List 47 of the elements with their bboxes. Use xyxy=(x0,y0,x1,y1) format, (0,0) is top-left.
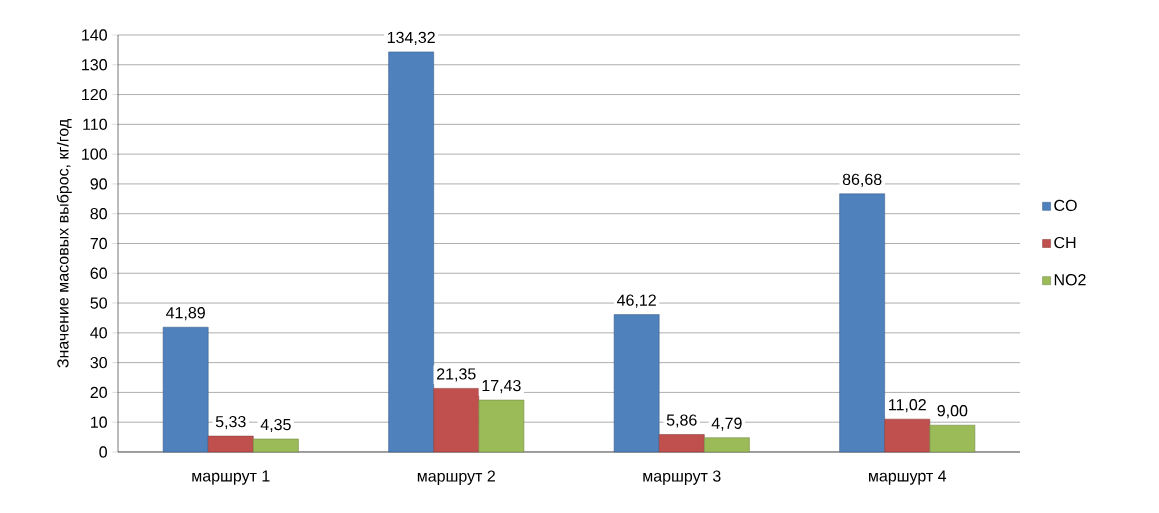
data-label: 9,00 xyxy=(937,405,968,419)
y-tick-label: 20 xyxy=(90,386,107,399)
data-label: 21,35 xyxy=(437,368,476,382)
data-label: 134,32 xyxy=(387,31,435,45)
data-label: 5,86 xyxy=(666,414,697,428)
y-tick-label: 140 xyxy=(82,29,107,41)
x-tick-label: маршрут 1 xyxy=(192,470,270,485)
y-tick-label: 40 xyxy=(90,327,107,339)
y-tick-label: 50 xyxy=(90,297,107,309)
bar xyxy=(433,388,480,453)
legend-label: NO2 xyxy=(1054,274,1086,286)
data-label: 86,68 xyxy=(842,173,882,187)
data-label: 41,89 xyxy=(166,307,205,321)
bar xyxy=(478,399,525,453)
x-tick-label: маршрут 3 xyxy=(643,470,721,485)
bar xyxy=(207,435,254,453)
x-tick-label: маршрут 2 xyxy=(417,470,495,485)
x-tick-label: маршурт 4 xyxy=(869,470,947,485)
bar xyxy=(884,418,931,453)
y-axis-title: Значение масовых выброс, кг/год xyxy=(56,119,72,368)
bar xyxy=(704,437,750,453)
bar xyxy=(658,434,705,453)
bar xyxy=(388,51,434,453)
bar xyxy=(839,193,885,453)
y-tick-label: 0 xyxy=(99,446,107,458)
y-tick-label: 80 xyxy=(90,208,107,220)
y-tick-label: 70 xyxy=(90,237,107,250)
y-tick-label: 110 xyxy=(83,118,107,130)
y-tick-label: 90 xyxy=(90,178,107,190)
legend-label: CO xyxy=(1054,199,1077,212)
bar xyxy=(253,438,299,453)
data-label: 5,33 xyxy=(215,415,246,430)
y-tick-label: 100 xyxy=(82,148,107,160)
legend-label: CH xyxy=(1054,236,1076,249)
data-label: 4,79 xyxy=(711,417,742,431)
y-tick-label: 10 xyxy=(91,416,107,428)
bar xyxy=(162,326,209,453)
y-tick-label: 60 xyxy=(90,267,107,279)
y-tick-label: 120 xyxy=(82,88,107,101)
data-label: 11,02 xyxy=(889,399,926,413)
bar xyxy=(613,314,660,453)
data-label: 17,43 xyxy=(482,379,521,394)
data-label: 46,12 xyxy=(617,294,656,308)
y-tick-label: 30 xyxy=(90,356,107,369)
bar xyxy=(929,424,976,453)
y-tick-label: 130 xyxy=(82,59,107,71)
data-label: 4,35 xyxy=(260,418,291,433)
